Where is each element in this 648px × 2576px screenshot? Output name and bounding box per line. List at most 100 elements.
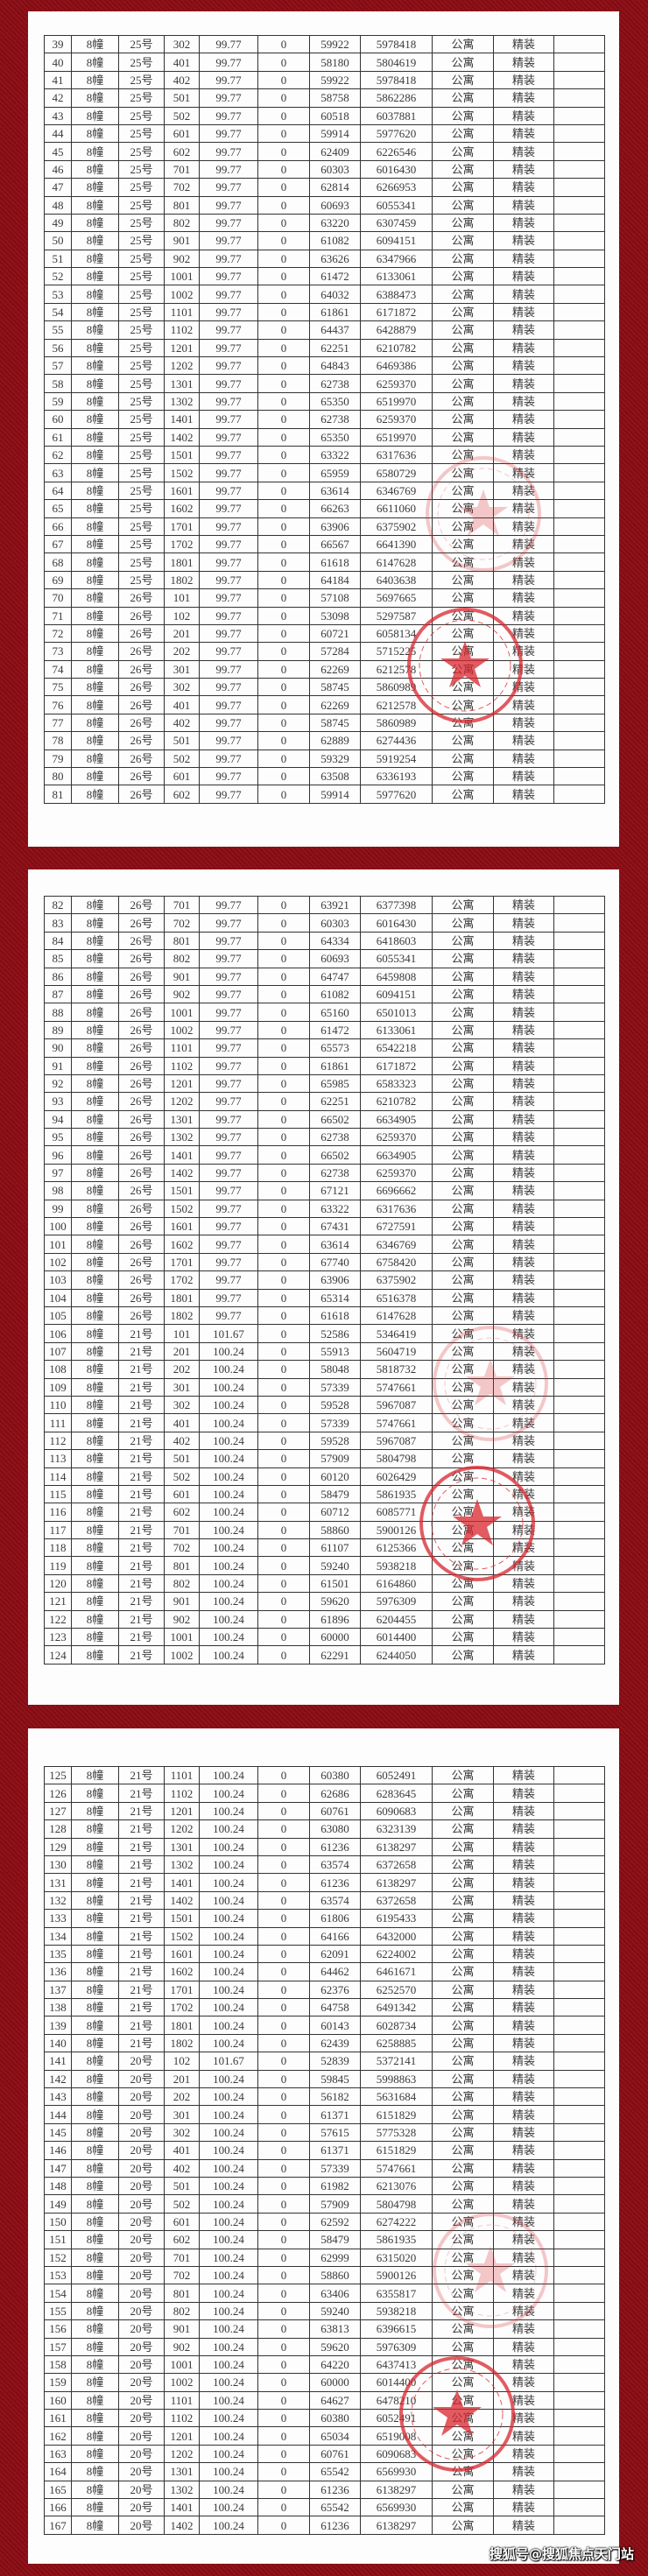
- cell-row-number: 104: [44, 1288, 72, 1307]
- cell-room: 902: [164, 1609, 200, 1629]
- cell-extra-area: 0: [257, 1377, 310, 1397]
- cell-property-type: 公寓: [432, 1449, 494, 1468]
- cell-finish: 精装: [493, 1181, 554, 1200]
- table-row: 93 8幢 26号 1202 99.77 0 62251 6210782 公寓 精装: [44, 1092, 605, 1111]
- cell-unit-price: 61371: [309, 2105, 361, 2124]
- cell-property-type: 公寓: [432, 695, 494, 714]
- cell-property-type: 公寓: [432, 588, 494, 608]
- table-row: 164 8幢 20号 1301 100.24 0 65542 6569930 公寓 精装: [44, 2462, 605, 2481]
- cell-remark: [553, 2141, 605, 2160]
- cell-row-number: 92: [44, 1073, 72, 1094]
- cell-row-number: 102: [44, 1252, 72, 1272]
- cell-room: 802: [164, 213, 200, 233]
- cell-total-price: 6372658: [360, 1855, 433, 1875]
- cell-property-type: 公寓: [432, 2354, 494, 2375]
- cell-property-type: 公寓: [432, 410, 494, 429]
- cell-row-number: 47: [44, 178, 72, 197]
- cell-unit-price: 62686: [309, 1784, 361, 1803]
- cell-row-number: 103: [44, 1270, 72, 1290]
- cell-room: 202: [164, 1360, 200, 1379]
- table-row: 135 8幢 21号 1601 100.24 0 62091 6224002 公寓 精装: [44, 1944, 605, 1964]
- watermark: 搜狐号@搜狐焦点天门站: [489, 2546, 634, 2562]
- cell-finish: 精装: [493, 1270, 554, 1290]
- cell-building: 8幢: [71, 1217, 119, 1236]
- cell-unit-price: 58860: [309, 1520, 361, 1540]
- cell-area: 99.77: [199, 481, 258, 501]
- cell-room: 1701: [164, 1980, 200, 2000]
- table-row: 95 8幢 26号 1302 99.77 0 62738 6259370 公寓 精装: [44, 1128, 605, 1147]
- cell-room: 1001: [164, 1003, 200, 1022]
- table-row: 129 8幢 21号 1301 100.24 0 61236 6138297 公寓 精装: [44, 1837, 605, 1856]
- table-row: 87 8幢 26号 902 99.77 0 61082 6094151 公寓 精装: [44, 984, 605, 1004]
- cell-property-type: 公寓: [432, 1199, 494, 1219]
- cell-total-price: 6171872: [360, 1056, 433, 1075]
- cell-area: 99.77: [199, 159, 258, 179]
- cell-extra-area: 0: [257, 2016, 310, 2035]
- cell-area: 99.77: [199, 356, 258, 376]
- cell-unit-price: 60303: [309, 913, 361, 933]
- cell-remark: [553, 1056, 605, 1075]
- cell-unit-price: 61472: [309, 1020, 361, 1040]
- cell-unit-price: 59528: [309, 1431, 361, 1451]
- cell-total-price: 6696662: [360, 1181, 433, 1200]
- cell-building: 8幢: [71, 1890, 119, 1911]
- cell-total-price: 6266953: [360, 178, 433, 197]
- cell-unit: 26号: [118, 749, 165, 769]
- cell-finish: 精装: [493, 1819, 554, 1839]
- table-row: 105 8幢 26号 1802 99.77 0 61618 6147628 公寓 精装: [44, 1306, 605, 1326]
- cell-unit-price: 59922: [309, 70, 361, 90]
- cell-unit: 25号: [118, 534, 165, 554]
- cell-room: 501: [164, 1449, 200, 1468]
- cell-unit-price: 64627: [309, 2390, 361, 2411]
- table-row: 111 8幢 21号 401 100.24 0 57339 5747661 公寓 精装: [44, 1413, 605, 1432]
- cell-extra-area: 0: [257, 2426, 310, 2446]
- cell-property-type: 公寓: [432, 267, 494, 286]
- cell-property-type: 公寓: [432, 1003, 494, 1022]
- cell-row-number: 53: [44, 285, 72, 304]
- cell-row-number: 164: [44, 2462, 72, 2481]
- cell-unit: 26号: [118, 606, 165, 625]
- cell-unit-price: 61618: [309, 1306, 361, 1326]
- cell-area: 100.24: [199, 2426, 258, 2446]
- cell-total-price: 6569930: [360, 2498, 433, 2517]
- table-row: 48 8幢 25号 801 99.77 0 60693 6055341 公寓 精装: [44, 195, 605, 215]
- cell-area: 100.24: [199, 1431, 258, 1451]
- cell-building: 8幢: [71, 2390, 119, 2411]
- cell-remark: [553, 53, 605, 72]
- table-row: 139 8幢 21号 1801 100.24 0 60143 6028734 公寓 精装: [44, 2016, 605, 2035]
- table-row: 167 8幢 20号 1402 100.24 0 61236 6138297 公寓 精装: [44, 2516, 605, 2535]
- cell-unit-price: 66263: [309, 499, 361, 518]
- cell-extra-area: 0: [257, 1020, 310, 1040]
- cell-row-number: 114: [44, 1467, 72, 1486]
- cell-finish: 精装: [493, 2141, 554, 2160]
- cell-total-price: 5747661: [360, 1413, 433, 1432]
- cell-total-price: 6226546: [360, 142, 433, 161]
- cell-extra-area: 0: [257, 1980, 310, 2000]
- cell-total-price: 6052491: [360, 1765, 433, 1785]
- cell-room: 802: [164, 2301, 200, 2321]
- cell-finish: 精装: [493, 913, 554, 933]
- cell-area: 99.77: [199, 302, 258, 322]
- cell-area: 99.77: [199, 391, 258, 412]
- cell-unit-price: 62889: [309, 731, 361, 750]
- cell-total-price: 6151829: [360, 2141, 433, 2160]
- cell-room: 801: [164, 931, 200, 951]
- cell-property-type: 公寓: [432, 1431, 494, 1451]
- cell-total-price: 6138297: [360, 1873, 433, 1892]
- cell-finish: 精装: [493, 2052, 554, 2071]
- cell-remark: [553, 2354, 605, 2375]
- cell-total-price: 5967087: [360, 1431, 433, 1451]
- cell-property-type: 公寓: [432, 2248, 494, 2267]
- cell-finish: 精装: [493, 391, 554, 412]
- cell-building: 8幢: [71, 2265, 119, 2285]
- cell-row-number: 39: [44, 34, 72, 54]
- cell-property-type: 公寓: [432, 1962, 494, 1981]
- cell-room: 1002: [164, 285, 200, 304]
- cell-building: 8幢: [71, 1944, 119, 1964]
- cell-property-type: 公寓: [432, 1413, 494, 1432]
- cell-unit: 21号: [118, 1520, 165, 1540]
- cell-property-type: 公寓: [432, 1520, 494, 1540]
- cell-area: 99.77: [199, 1109, 258, 1130]
- table-row: 144 8幢 20号 301 100.24 0 61371 6151829 公寓 精装: [44, 2105, 605, 2124]
- cell-unit-price: 65542: [309, 2498, 361, 2517]
